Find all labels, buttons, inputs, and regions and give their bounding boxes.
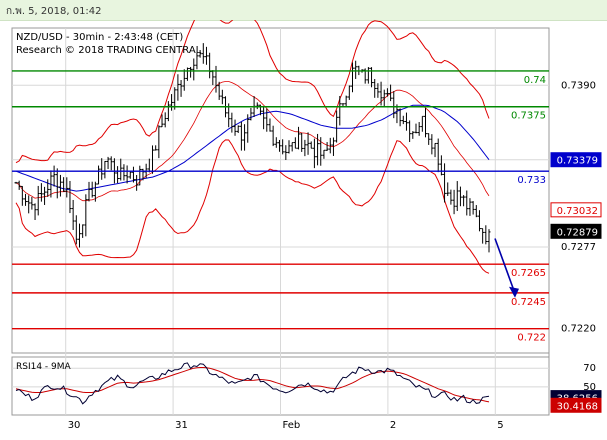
ma-badge-bg xyxy=(550,152,602,168)
resistance-2-label: 0.74 xyxy=(524,75,546,86)
bb-mid-badge-text: 0.73032 xyxy=(557,206,598,217)
rsi-ma-badge-text: 30.4168 xyxy=(557,401,598,412)
y-tick-label: 0.7390 xyxy=(561,80,596,91)
last-price-badge: 0.72879 xyxy=(550,223,602,239)
support-3-label: 0.722 xyxy=(517,333,546,344)
rsi-lines xyxy=(15,362,490,405)
x-tick-label: 31 xyxy=(175,420,188,431)
chart-subtitle: Research © 2018 TRADING CENTRAL xyxy=(16,45,202,56)
rsi-label: RSI14 - 9MA xyxy=(16,362,72,372)
y-tick-label: 0.7220 xyxy=(561,324,596,335)
rsi-tick-label: 70 xyxy=(583,363,596,374)
x-tick-label: 30 xyxy=(68,420,81,431)
y-tick-label: 0.7277 xyxy=(561,242,596,253)
rsi-ma-badge: 30.4168 xyxy=(550,397,602,413)
timestamp-text: ก.พ. 5, 2018, 01:42 xyxy=(6,6,102,17)
rsi-line xyxy=(15,362,490,405)
x-axis: 30 31 Feb 2 5 xyxy=(68,420,504,431)
x-tick-label: Feb xyxy=(283,420,301,431)
last-price-badge-text: 0.72879 xyxy=(557,227,598,238)
title-bar: ก.พ. 5, 2018, 01:42 xyxy=(0,0,607,21)
chart-area: 0.74 0.7375 0.733 0.7265 0.7245 0.722 0.7390 0… xyxy=(11,20,602,431)
resistance-1-label: 0.7375 xyxy=(511,111,546,122)
bb-mid-badge: 0.73032 xyxy=(550,202,602,218)
support-1-label: 0.7265 xyxy=(511,268,546,279)
pivot-label: 0.733 xyxy=(517,175,546,186)
support-2-label: 0.7245 xyxy=(511,297,546,308)
forecast-arrow-line xyxy=(494,238,515,292)
x-tick-label: 5 xyxy=(497,420,503,431)
level-lines: 0.74 0.7375 0.733 0.7265 0.7245 0.722 xyxy=(12,70,549,344)
last-price-badge-bg xyxy=(550,223,602,239)
ma-badge-text: 0.73379 xyxy=(557,156,598,167)
bollinger-upper xyxy=(15,20,490,164)
forecast-arrow-head xyxy=(509,286,519,298)
bb-mid-badge-bg xyxy=(550,202,602,218)
chart-title: NZD/USD - 30min - 2:43:48 (CET) xyxy=(16,32,183,43)
bollinger-lower xyxy=(15,139,490,274)
ma-badge: 0.73379 xyxy=(550,152,602,168)
forecast-arrow xyxy=(494,238,519,298)
rsi-tick-label: 50 xyxy=(583,382,596,393)
rsi-ma-badge-bg xyxy=(550,397,602,413)
x-tick-label: 2 xyxy=(390,420,396,431)
